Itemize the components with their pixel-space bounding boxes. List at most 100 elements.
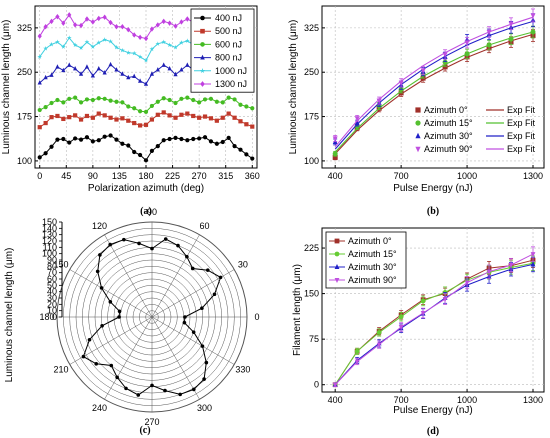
data-point-600-nj xyxy=(250,106,255,111)
data-point-600-nj xyxy=(238,102,243,107)
data-point-azimuth-90 xyxy=(486,269,492,275)
polar-spoke xyxy=(104,316,153,400)
data-point-500-nj xyxy=(185,111,190,116)
x-tick-label: 400 xyxy=(328,171,343,181)
angle-tick-label: 300 xyxy=(197,403,212,413)
data-point-500-nj xyxy=(120,116,125,121)
data-point-azimuth-90 xyxy=(420,311,426,317)
y-tick-label: 0 xyxy=(314,380,319,390)
data-point-1000-nj xyxy=(43,46,49,51)
polar-data-point xyxy=(136,393,141,397)
data-point-600-nj xyxy=(197,100,202,105)
data-point-1300-nj xyxy=(179,19,184,25)
data-point-500-nj xyxy=(226,111,231,116)
data-point-800-nj xyxy=(102,70,107,75)
data-point-800-nj xyxy=(155,67,160,72)
legend-entry: 500 nJ xyxy=(215,26,242,36)
y-tick-label: 100 xyxy=(17,156,32,166)
data-point-800-nj xyxy=(132,73,137,79)
data-point-500-nj xyxy=(143,122,149,127)
data-point-400-nj xyxy=(114,137,119,142)
data-point-800-nj xyxy=(137,78,143,83)
data-point-1000-nj xyxy=(114,44,119,50)
data-point-1000-nj xyxy=(108,38,113,44)
series-line-azimuth-15 xyxy=(334,262,534,385)
data-point-1000-nj xyxy=(137,54,143,59)
polar-data-point xyxy=(192,387,196,392)
data-point-1000-nj xyxy=(167,42,173,48)
polar-data-point xyxy=(176,243,180,248)
data-point-800-nj xyxy=(73,65,78,71)
data-point-500-nj xyxy=(126,118,131,123)
data-point-600-nj xyxy=(78,100,84,105)
data-point-azimuth-15 xyxy=(376,330,382,335)
data-point-1300-nj xyxy=(143,35,149,42)
data-point-1000-nj xyxy=(131,50,137,56)
data-point-1300-nj xyxy=(49,18,54,25)
data-point-azimuth-15 xyxy=(464,51,470,57)
data-point-800-nj xyxy=(149,71,155,76)
legend-entry: Azimuth 0° xyxy=(348,236,392,246)
data-point-800-nj xyxy=(43,74,48,80)
data-point-1000-nj xyxy=(119,47,125,53)
data-point-azimuth-0 xyxy=(442,64,448,70)
legend-entry: 1000 nJ xyxy=(215,66,247,76)
polar-data-point xyxy=(108,300,113,304)
data-point-1300-nj xyxy=(155,22,160,28)
data-point-400-nj xyxy=(214,141,219,146)
panel-b-xlabel: Pulse Energy (nJ) xyxy=(393,183,472,194)
x-tick-label: 1300 xyxy=(523,395,543,405)
radial-tick-label: 120 xyxy=(42,236,57,246)
radial-tick-label: 70 xyxy=(47,268,57,278)
data-point-1000-nj xyxy=(60,44,66,49)
y-tick-label: 175 xyxy=(17,112,32,122)
polar-data-point xyxy=(81,354,86,359)
polar-spoke xyxy=(151,316,235,365)
data-point-400-nj xyxy=(202,135,208,140)
data-point-400-nj xyxy=(173,135,178,140)
panel-a-xlabel: Polarization azimuth (deg) xyxy=(88,183,204,194)
data-point-500-nj xyxy=(43,120,48,126)
legend-fit-entry: Exp Fit xyxy=(507,131,536,141)
data-point-1000-nj xyxy=(173,44,178,50)
data-point-600-nj xyxy=(185,95,190,100)
data-point-azimuth-0 xyxy=(332,154,338,160)
data-point-400-nj xyxy=(226,135,231,140)
data-point-500-nj xyxy=(244,122,249,127)
data-point-azimuth-30 xyxy=(530,261,536,267)
data-point-800-nj xyxy=(61,67,66,73)
data-point-600-nj xyxy=(61,100,66,105)
data-point-1300-nj xyxy=(108,19,113,26)
angle-tick-label: 330 xyxy=(235,365,250,375)
angle-tick-label: 270 xyxy=(144,417,159,427)
legend-marker xyxy=(334,278,340,283)
data-point-400-nj xyxy=(161,138,166,143)
data-point-1000-nj xyxy=(90,44,96,49)
data-point-800-nj xyxy=(108,61,113,67)
angle-tick-label: 90 xyxy=(147,207,157,217)
polar-spoke xyxy=(69,269,153,318)
data-point-azimuth-15 xyxy=(486,42,492,48)
data-point-800-nj xyxy=(37,80,42,85)
polar-data-point xyxy=(204,360,209,365)
data-point-600-nj xyxy=(132,106,137,111)
data-point-1000-nj xyxy=(102,37,108,42)
data-point-600-nj xyxy=(167,97,172,103)
data-point-600-nj xyxy=(90,97,95,103)
data-point-800-nj xyxy=(49,72,54,77)
legend-marker xyxy=(415,146,421,153)
data-point-1300-nj xyxy=(55,13,60,20)
data-point-600-nj xyxy=(179,96,184,101)
radial-tick-label: 50 xyxy=(47,280,57,290)
data-point-600-nj xyxy=(202,97,208,102)
data-point-600-nj xyxy=(173,100,178,106)
polar-data-point xyxy=(163,388,167,393)
data-point-500-nj xyxy=(191,113,196,119)
data-point-1300-nj xyxy=(114,23,119,30)
data-point-600-nj xyxy=(244,104,249,109)
x-tick-label: 270 xyxy=(192,171,207,181)
legend-marker xyxy=(200,81,205,87)
data-point-azimuth-90 xyxy=(354,116,360,122)
data-point-600-nj xyxy=(214,99,219,104)
panel-c-ylabel: Luminous channel length (μm) xyxy=(4,248,15,383)
